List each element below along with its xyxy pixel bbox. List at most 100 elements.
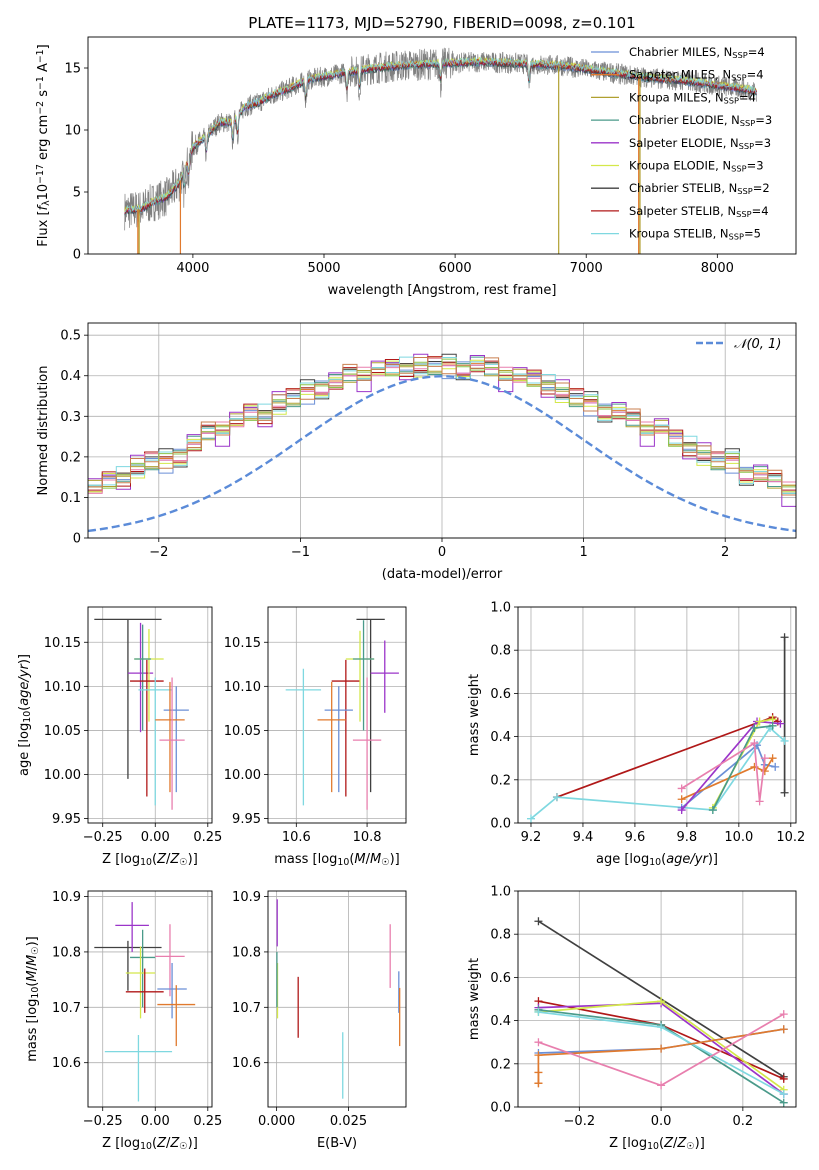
plot-area bbox=[124, 47, 758, 254]
label-part: SSP bbox=[729, 232, 744, 242]
label-part: / bbox=[25, 965, 40, 970]
label-part: ☉ bbox=[30, 946, 41, 954]
x-tick-label: 0.25 bbox=[193, 830, 222, 845]
plus-marker bbox=[534, 1079, 543, 1088]
x-tick-label: 10.0 bbox=[724, 830, 753, 845]
y-tick-label: 10.10 bbox=[44, 680, 81, 695]
y-tick-label: 0.8 bbox=[490, 928, 511, 943]
x-tick-label: 6000 bbox=[439, 261, 472, 276]
y-tick-label: 10.7 bbox=[232, 1001, 261, 1016]
label-part: M bbox=[25, 955, 40, 966]
label-part: Flux [ bbox=[36, 210, 51, 246]
label-part: age/yr bbox=[17, 662, 32, 705]
y-tick-label: 0.6 bbox=[490, 687, 511, 702]
label-part: ☉ bbox=[179, 857, 187, 868]
label-part: )] bbox=[17, 654, 32, 664]
plus-marker bbox=[526, 814, 535, 823]
label-part: ( bbox=[25, 982, 40, 987]
plot-area bbox=[94, 902, 196, 1102]
model-spectrum-line bbox=[124, 56, 757, 213]
plot-area bbox=[285, 618, 399, 810]
y-tick-label: 0.4 bbox=[490, 1014, 511, 1029]
x-tick-label: 0.000 bbox=[258, 1114, 295, 1129]
plus-marker bbox=[779, 1098, 788, 1107]
label-part: −2 bbox=[35, 101, 46, 115]
plus-marker bbox=[779, 1025, 788, 1034]
y-tick-label: 1.0 bbox=[490, 601, 511, 616]
label-part: 10 bbox=[30, 987, 41, 999]
plus-marker bbox=[552, 793, 561, 802]
legend-label: Chabrier MILES, NSSP=4 bbox=[629, 45, 765, 60]
label-part: Z bbox=[676, 1136, 687, 1151]
label-part: )] bbox=[188, 852, 198, 867]
x-axis-label: age [log10(age/yr)] bbox=[596, 852, 718, 868]
y-tick-label: 0.2 bbox=[490, 1057, 511, 1072]
label-part: ☉ bbox=[686, 1141, 694, 1152]
x-tick-label: 0.00 bbox=[141, 1114, 170, 1129]
label-part: Salpeter ELODIE, N bbox=[629, 136, 739, 150]
y-tick-label: 10.10 bbox=[224, 680, 261, 695]
label-part: M bbox=[354, 852, 365, 867]
label-part: −17 bbox=[35, 164, 46, 184]
label-part: / bbox=[166, 852, 171, 867]
x-tick-label: 4000 bbox=[176, 261, 209, 276]
label-part: Kroupa ELODIE, N bbox=[629, 159, 731, 173]
label-part: SSP bbox=[724, 95, 739, 105]
label-part: erg cm bbox=[36, 115, 51, 164]
y-tick-label: 10.00 bbox=[224, 768, 261, 783]
legend-label: Kroupa MILES, NSSP=4 bbox=[629, 90, 756, 105]
plus-marker bbox=[534, 1051, 543, 1060]
x-tick-label: 0.0 bbox=[651, 1114, 672, 1129]
plus-marker bbox=[776, 719, 785, 728]
plot-area bbox=[94, 618, 189, 810]
label-part: Salpeter MILES, N bbox=[629, 68, 731, 82]
plus-marker bbox=[677, 795, 686, 804]
plus-marker bbox=[534, 1068, 543, 1077]
y-tick-label: 10.7 bbox=[52, 1001, 81, 1016]
y-tick-label: 10.6 bbox=[232, 1056, 261, 1071]
plot-area bbox=[88, 353, 796, 533]
plus-marker bbox=[657, 997, 666, 1006]
label-part: M bbox=[25, 970, 40, 981]
x-tick-label: −1 bbox=[291, 545, 310, 560]
y-tick-label: 0.0 bbox=[490, 817, 511, 832]
label-part: Z [log bbox=[102, 852, 140, 867]
plus-marker bbox=[779, 1010, 788, 1019]
y-tick-label: 10.15 bbox=[224, 636, 261, 651]
x-axis-label: (data-model)/error bbox=[382, 567, 503, 582]
plus-marker bbox=[755, 797, 764, 806]
x-axis-label: wavelength [Angstrom, rest frame] bbox=[328, 283, 557, 298]
label-part: f bbox=[36, 203, 51, 210]
label-part: mass [log bbox=[25, 999, 40, 1062]
mass-weight-vs-age-panel: 9.2 9.4 9.6 9.8 10.0 10.2 0.0 0.2 0.4 0.6 0.8 1.0 ag… bbox=[467, 601, 805, 869]
y-axis-label: Normed distribution bbox=[36, 366, 51, 496]
mass-weight-line bbox=[530, 726, 786, 820]
x-axis-label: E(B-V) bbox=[317, 1136, 357, 1151]
plot-area bbox=[526, 633, 789, 823]
label-part: )] bbox=[695, 1136, 705, 1151]
legend-label: 𝒩(0, 1) bbox=[734, 337, 781, 352]
axes-frame bbox=[267, 890, 407, 1108]
label-part: =4 bbox=[747, 68, 764, 82]
y-tick-label: 0.4 bbox=[490, 730, 511, 745]
label-part: age [log bbox=[17, 723, 32, 776]
plus-marker bbox=[779, 1090, 788, 1099]
plus-marker bbox=[760, 754, 769, 763]
y-tick-label: 0 bbox=[73, 248, 81, 263]
label-part: / bbox=[166, 1136, 171, 1151]
legend-label: Kroupa STELIB, NSSP=5 bbox=[629, 227, 761, 242]
label-part: / bbox=[366, 852, 371, 867]
label-part: =4 bbox=[739, 90, 756, 104]
label-part: Z [log bbox=[102, 1136, 140, 1151]
model-spectrum-line bbox=[124, 57, 758, 214]
label-part: age/yr bbox=[666, 852, 709, 867]
y-tick-label: 10.9 bbox=[232, 890, 261, 905]
y-tick-label: 10.6 bbox=[52, 1056, 81, 1071]
label-part: 10 bbox=[140, 1141, 152, 1152]
label-part: )] bbox=[708, 852, 718, 867]
plot-area bbox=[534, 917, 788, 1107]
label-part: SSP bbox=[740, 118, 755, 128]
x-axis-label: Z [log10(Z/Z☉)] bbox=[102, 1136, 198, 1152]
x-tick-label: 10.2 bbox=[776, 830, 805, 845]
